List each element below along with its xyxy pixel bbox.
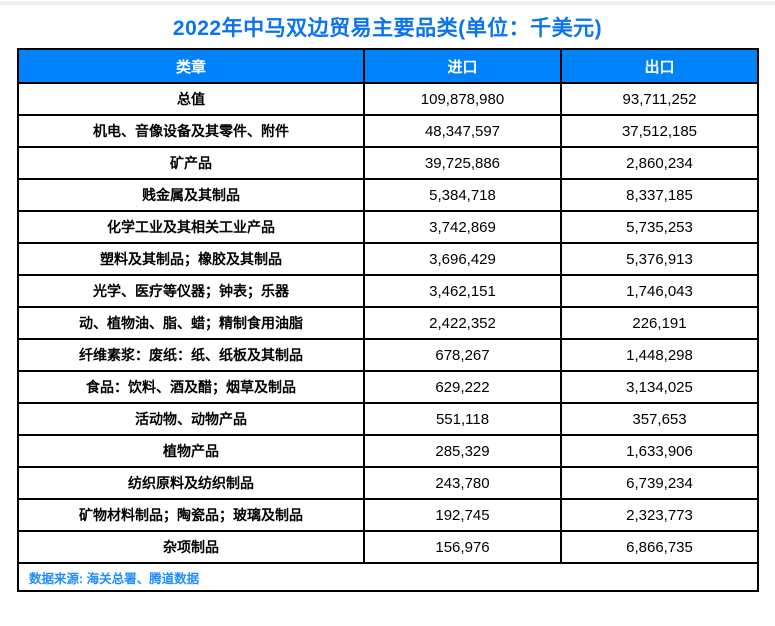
import-cell: 109,878,980 xyxy=(363,82,562,116)
table-row: 纺织原料及纺织制品 243,780 6,739,234 xyxy=(17,466,759,500)
table-row: 矿物材料制品；陶瓷品；玻璃及制品 192,745 2,323,773 xyxy=(17,498,759,532)
header-export: 出口 xyxy=(560,48,759,84)
import-cell: 243,780 xyxy=(363,466,562,500)
table-row: 总值 109,878,980 93,711,252 xyxy=(17,82,759,116)
import-cell: 156,976 xyxy=(363,530,562,564)
table-body: 总值 109,878,980 93,711,252 机电、音像设备及其零件、附件 48,… xyxy=(17,82,759,564)
export-cell: 6,866,735 xyxy=(560,530,759,564)
category-cell: 植物产品 xyxy=(17,434,365,468)
header-category: 类章 xyxy=(17,48,365,84)
category-cell: 活动物、动物产品 xyxy=(17,402,365,436)
import-cell: 3,462,151 xyxy=(363,274,562,308)
table-footer: 数据来源: 海关总署、腾道数据 xyxy=(17,562,759,592)
source-row: 数据来源: 海关总署、腾道数据 xyxy=(17,562,759,592)
import-cell: 678,267 xyxy=(363,338,562,372)
import-cell: 39,725,886 xyxy=(363,146,562,180)
import-cell: 3,742,869 xyxy=(363,210,562,244)
export-cell: 1,633,906 xyxy=(560,434,759,468)
export-cell: 5,735,253 xyxy=(560,210,759,244)
import-cell: 285,329 xyxy=(363,434,562,468)
import-cell: 2,422,352 xyxy=(363,306,562,340)
category-cell: 塑料及其制品；橡胶及其制品 xyxy=(17,242,365,276)
table-row: 塑料及其制品；橡胶及其制品 3,696,429 5,376,913 xyxy=(17,242,759,276)
header-import: 进口 xyxy=(363,48,562,84)
page-title: 2022年中马双边贸易主要品类(单位：千美元) xyxy=(172,17,603,40)
table-row: 植物产品 285,329 1,633,906 xyxy=(17,434,759,468)
table-row: 活动物、动物产品 551,118 357,653 xyxy=(17,402,759,436)
export-cell: 2,860,234 xyxy=(560,146,759,180)
table-row: 贱金属及其制品 5,384,718 8,337,185 xyxy=(17,178,759,212)
import-cell: 192,745 xyxy=(363,498,562,532)
category-cell: 矿物材料制品；陶瓷品；玻璃及制品 xyxy=(17,498,365,532)
import-cell: 48,347,597 xyxy=(363,114,562,148)
table-row: 矿产品 39,725,886 2,860,234 xyxy=(17,146,759,180)
category-cell: 纺织原料及纺织制品 xyxy=(17,466,365,500)
category-cell: 食品：饮料、酒及醋；烟草及制品 xyxy=(17,370,365,404)
export-cell: 357,653 xyxy=(560,402,759,436)
export-cell: 226,191 xyxy=(560,306,759,340)
top-edge-strip xyxy=(0,1,775,5)
category-cell: 光学、医疗等仪器；钟表；乐器 xyxy=(17,274,365,308)
import-cell: 629,222 xyxy=(363,370,562,404)
table-row: 机电、音像设备及其零件、附件 48,347,597 37,512,185 xyxy=(17,114,759,148)
table-row: 动、植物油、脂、蜡；精制食用油脂 2,422,352 226,191 xyxy=(17,306,759,340)
header-row: 类章 进口 出口 xyxy=(17,48,759,84)
table-row: 食品：饮料、酒及醋；烟草及制品 629,222 3,134,025 xyxy=(17,370,759,404)
table-header: 类章 进口 出口 xyxy=(17,48,759,84)
table-row: 杂项制品 156,976 6,866,735 xyxy=(17,530,759,564)
export-cell: 6,739,234 xyxy=(560,466,759,500)
export-cell: 1,746,043 xyxy=(560,274,759,308)
category-cell: 纤维素浆：废纸：纸、纸板及其制品 xyxy=(17,338,365,372)
export-cell: 2,323,773 xyxy=(560,498,759,532)
trade-table: 类章 进口 出口 总值 109,878,980 93,711,252 机电、音像设备及… xyxy=(17,48,759,592)
import-cell: 551,118 xyxy=(363,402,562,436)
category-cell: 总值 xyxy=(17,82,365,116)
category-cell: 动、植物油、脂、蜡；精制食用油脂 xyxy=(17,306,365,340)
category-cell: 矿产品 xyxy=(17,146,365,180)
category-cell: 化学工业及其相关工业产品 xyxy=(17,210,365,244)
export-cell: 5,376,913 xyxy=(560,242,759,276)
export-cell: 93,711,252 xyxy=(560,82,759,116)
import-cell: 5,384,718 xyxy=(363,178,562,212)
export-cell: 8,337,185 xyxy=(560,178,759,212)
category-cell: 杂项制品 xyxy=(17,530,365,564)
data-source-note: 数据来源: 海关总署、腾道数据 xyxy=(17,562,759,592)
table-row: 纤维素浆：废纸：纸、纸板及其制品 678,267 1,448,298 xyxy=(17,338,759,372)
category-cell: 机电、音像设备及其零件、附件 xyxy=(17,114,365,148)
export-cell: 37,512,185 xyxy=(560,114,759,148)
export-cell: 1,448,298 xyxy=(560,338,759,372)
category-cell: 贱金属及其制品 xyxy=(17,178,365,212)
export-cell: 3,134,025 xyxy=(560,370,759,404)
import-cell: 3,696,429 xyxy=(363,242,562,276)
table-row: 光学、医疗等仪器；钟表；乐器 3,462,151 1,746,043 xyxy=(17,274,759,308)
table-row: 化学工业及其相关工业产品 3,742,869 5,735,253 xyxy=(17,210,759,244)
